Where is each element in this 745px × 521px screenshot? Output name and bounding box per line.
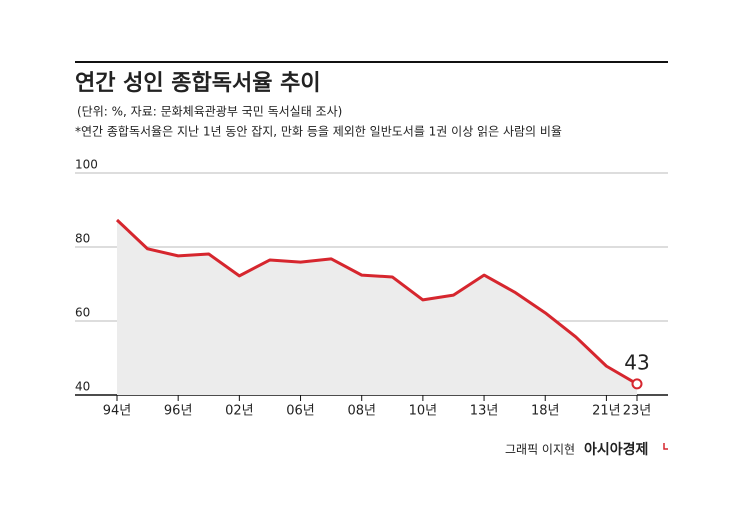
x-tick-label: 21년 (592, 404, 621, 419)
x-tick-label: 02년 (225, 404, 254, 419)
value-label: 43 (624, 350, 649, 374)
credit: 그래픽 이지현 (505, 443, 575, 457)
x-tick-label: 94년 (103, 404, 132, 419)
area (117, 219, 637, 395)
logo: 아시아경제 (584, 441, 648, 458)
y-tick-label: 40 (75, 380, 90, 394)
chart-title: 연간 성인 종합독서율 추이 (75, 70, 321, 96)
x-tick-label: 13년 (470, 404, 499, 419)
x-tick-label: 96년 (164, 404, 193, 419)
y-tick-label: 100 (75, 158, 98, 172)
x-tick-label: 10년 (409, 404, 438, 419)
line (115, 218, 638, 386)
subtitle: (단위: %, 자료: 문화체육관광부 국민 독서실태 조사) (77, 105, 342, 119)
x-tick-label: 06년 (286, 404, 315, 419)
end-marker (631, 378, 643, 390)
y-tick-label: 60 (75, 306, 90, 320)
x-tick-label: 08년 (347, 404, 376, 419)
note: *연간 종합독서율은 지난 1년 동안 잡지, 만화 등을 제외한 일반도서를 … (75, 125, 562, 139)
logo-mark (663, 443, 668, 450)
plot: 40 60 80 100 43 94년 96년 02년 06년 08년 10년 13년 18년 21년 23… (75, 158, 668, 419)
x-tick-label: 18년 (531, 404, 560, 419)
y-tick-label: 80 (75, 232, 90, 246)
x-tick-label: 23년 (623, 404, 652, 419)
